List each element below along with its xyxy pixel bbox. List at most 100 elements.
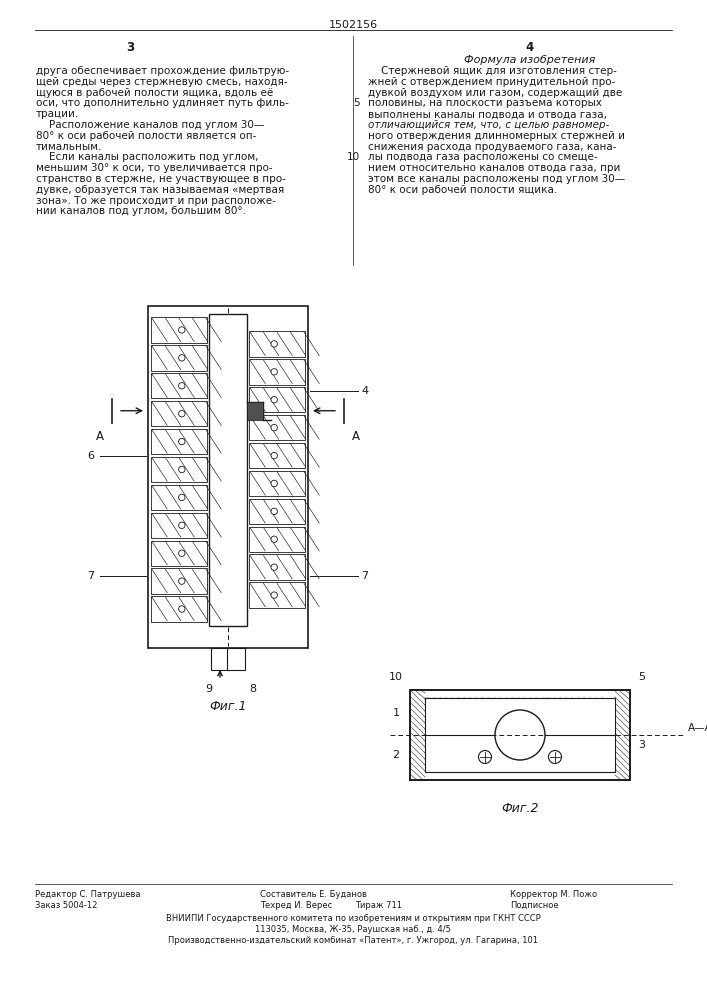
Text: 4: 4 bbox=[361, 386, 368, 396]
Circle shape bbox=[271, 452, 277, 459]
Bar bbox=[211, 648, 229, 670]
Text: Стержневой ящик для изготовления стер-: Стержневой ящик для изготовления стер- bbox=[368, 66, 617, 76]
Text: Формула изобретения: Формула изобретения bbox=[464, 55, 596, 65]
Bar bbox=[151, 457, 207, 482]
Text: оси, что дополнительно удлиняет путь филь-: оси, что дополнительно удлиняет путь фил… bbox=[36, 98, 289, 108]
Text: тимальным.: тимальным. bbox=[36, 142, 103, 152]
Bar bbox=[249, 387, 305, 412]
Text: 1502156: 1502156 bbox=[329, 20, 378, 30]
Text: Производственно-издательский комбинат «Патент», г. Ужгород, ул. Гагарина, 101: Производственно-издательский комбинат «П… bbox=[168, 936, 538, 945]
Text: 10: 10 bbox=[347, 152, 360, 162]
Text: Фиг.1: Фиг.1 bbox=[209, 700, 247, 713]
Circle shape bbox=[179, 466, 185, 473]
Bar bbox=[227, 648, 245, 670]
Circle shape bbox=[179, 550, 185, 556]
Text: Расположение каналов под углом 30—: Расположение каналов под углом 30— bbox=[36, 120, 264, 130]
Circle shape bbox=[179, 522, 185, 529]
Text: отличающийся тем, что, с целью равномер-: отличающийся тем, что, с целью равномер- bbox=[368, 120, 609, 130]
Text: 3: 3 bbox=[638, 740, 645, 750]
Text: щей среды через стержневую смесь, находя-: щей среды через стержневую смесь, находя… bbox=[36, 77, 288, 87]
Text: 9: 9 bbox=[206, 684, 213, 694]
Circle shape bbox=[179, 578, 185, 584]
Bar bbox=[148, 306, 308, 648]
Circle shape bbox=[179, 606, 185, 612]
Text: странство в стержне, не участвующее в про-: странство в стержне, не участвующее в пр… bbox=[36, 174, 286, 184]
Text: 113035, Москва, Ж-35, Раушская наб., д. 4/5: 113035, Москва, Ж-35, Раушская наб., д. … bbox=[255, 925, 451, 934]
Text: 3: 3 bbox=[126, 41, 134, 54]
Text: 8: 8 bbox=[249, 684, 256, 694]
Text: половины, на плоскости разъема которых: половины, на плоскости разъема которых bbox=[368, 98, 602, 108]
Text: Фиг.2: Фиг.2 bbox=[501, 802, 539, 815]
Circle shape bbox=[271, 397, 277, 403]
Text: Составитель Е. Буданов: Составитель Е. Буданов bbox=[260, 890, 367, 899]
Bar bbox=[410, 690, 630, 780]
Text: А: А bbox=[96, 430, 104, 443]
Bar bbox=[410, 690, 630, 780]
Circle shape bbox=[271, 341, 277, 347]
Text: дувке, образуется так называемая «мертвая: дувке, образуется так называемая «мертва… bbox=[36, 185, 284, 195]
Text: 5: 5 bbox=[638, 672, 645, 682]
Text: ВНИИПИ Государственного комитета по изобретениям и открытиям при ГКНТ СССР: ВНИИПИ Государственного комитета по изоб… bbox=[165, 914, 540, 923]
Bar bbox=[249, 359, 305, 385]
Bar bbox=[425, 698, 615, 772]
Circle shape bbox=[271, 480, 277, 487]
Text: А: А bbox=[352, 430, 360, 443]
Bar bbox=[249, 527, 305, 552]
Text: 2: 2 bbox=[392, 750, 399, 760]
Bar bbox=[249, 554, 305, 580]
Bar bbox=[209, 314, 247, 626]
Bar bbox=[411, 691, 629, 779]
Text: жней с отверждением принудительной про-: жней с отверждением принудительной про- bbox=[368, 77, 615, 87]
Text: Корректор М. Пожо: Корректор М. Пожо bbox=[510, 890, 597, 899]
Text: Техред И. Верес: Техред И. Верес bbox=[260, 901, 332, 910]
Text: выполнены каналы подвода и отвода газа,: выполнены каналы подвода и отвода газа, bbox=[368, 109, 607, 119]
Circle shape bbox=[479, 750, 491, 764]
Text: 7: 7 bbox=[361, 571, 368, 581]
Text: зона». То же происходит и при расположе-: зона». То же происходит и при расположе- bbox=[36, 196, 276, 206]
Text: 7: 7 bbox=[87, 571, 94, 581]
Text: нии каналов под углом, большим 80°.: нии каналов под углом, большим 80°. bbox=[36, 206, 246, 216]
Text: 6: 6 bbox=[87, 451, 94, 461]
Text: А—А: А—А bbox=[688, 723, 707, 733]
Text: 1: 1 bbox=[392, 708, 399, 718]
Bar bbox=[151, 429, 207, 454]
Text: Подписное: Подписное bbox=[510, 901, 559, 910]
Circle shape bbox=[271, 592, 277, 598]
Bar bbox=[247, 402, 263, 420]
Bar bbox=[151, 485, 207, 510]
Text: 4: 4 bbox=[526, 41, 534, 54]
Text: трации.: трации. bbox=[36, 109, 79, 119]
Text: Заказ 5004-12: Заказ 5004-12 bbox=[35, 901, 98, 910]
Circle shape bbox=[179, 410, 185, 417]
Circle shape bbox=[271, 508, 277, 515]
Bar bbox=[151, 401, 207, 426]
Circle shape bbox=[179, 383, 185, 389]
Bar bbox=[249, 582, 305, 608]
Circle shape bbox=[271, 536, 277, 542]
Circle shape bbox=[271, 369, 277, 375]
Circle shape bbox=[495, 710, 545, 760]
Circle shape bbox=[179, 355, 185, 361]
Circle shape bbox=[179, 438, 185, 445]
Text: друга обеспечивает прохождение фильтрую-: друга обеспечивает прохождение фильтрую- bbox=[36, 66, 289, 76]
Text: Если каналы расположить под углом,: Если каналы расположить под углом, bbox=[36, 152, 259, 162]
Bar bbox=[151, 513, 207, 538]
Text: ного отверждения длинномерных стержней и: ного отверждения длинномерных стержней и bbox=[368, 131, 625, 141]
Bar bbox=[151, 317, 207, 343]
Text: 10: 10 bbox=[389, 672, 403, 682]
Text: нием относительно каналов отвода газа, при: нием относительно каналов отвода газа, п… bbox=[368, 163, 620, 173]
Bar bbox=[249, 471, 305, 496]
Bar bbox=[249, 331, 305, 357]
Text: 80° к оси рабочей полости ящика.: 80° к оси рабочей полости ящика. bbox=[368, 185, 557, 195]
Bar bbox=[151, 596, 207, 622]
Text: лы подвода газа расположены со смеще-: лы подвода газа расположены со смеще- bbox=[368, 152, 597, 162]
Text: 80° к оси рабочей полости является оп-: 80° к оси рабочей полости является оп- bbox=[36, 131, 257, 141]
Circle shape bbox=[549, 750, 561, 764]
Circle shape bbox=[271, 424, 277, 431]
Text: щуюся в рабочей полости ящика, вдоль её: щуюся в рабочей полости ящика, вдоль её bbox=[36, 88, 273, 98]
Circle shape bbox=[179, 327, 185, 333]
Bar bbox=[151, 373, 207, 398]
Text: 5: 5 bbox=[354, 98, 360, 108]
Text: снижения расхода продуваемого газа, кана-: снижения расхода продуваемого газа, кана… bbox=[368, 142, 617, 152]
Bar bbox=[249, 499, 305, 524]
